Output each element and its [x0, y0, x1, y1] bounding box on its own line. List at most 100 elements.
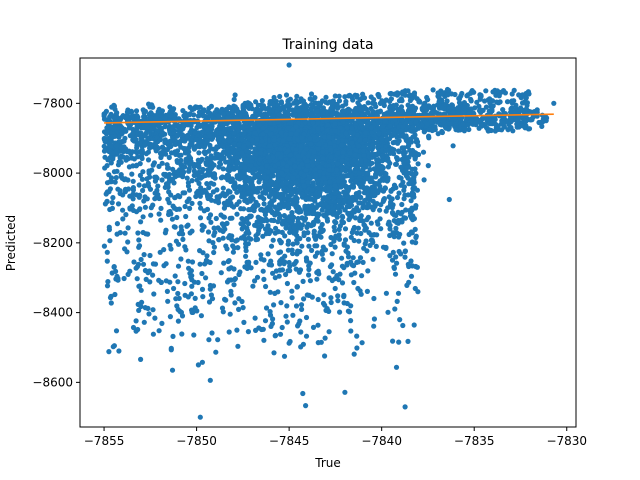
scatter-point: [145, 231, 151, 237]
scatter-point: [291, 224, 297, 231]
scatter-point: [253, 189, 259, 195]
scatter-point: [356, 200, 362, 206]
scatter-point: [402, 248, 408, 254]
scatter-point: [308, 196, 314, 202]
scatter-point: [335, 138, 341, 145]
scatter-point: [216, 164, 222, 170]
scatter-point: [275, 151, 281, 157]
scatter-point: [312, 198, 318, 204]
scatter-point: [130, 207, 136, 213]
scatter-point: [202, 151, 208, 157]
scatter-point: [186, 196, 192, 202]
scatter-point: [238, 206, 244, 212]
scatter-point: [301, 172, 307, 179]
scatter-point: [240, 174, 246, 181]
scatter-point: [362, 197, 368, 204]
scatter-point: [371, 295, 377, 302]
scatter-point: [267, 289, 273, 295]
scatter-point: [156, 211, 162, 217]
scatter-point: [130, 196, 136, 202]
scatter-point: [385, 155, 391, 161]
scatter-point: [123, 212, 129, 218]
scatter-point: [343, 98, 349, 105]
scatter-point: [246, 235, 252, 241]
scatter-point: [265, 154, 271, 160]
scatter-point: [355, 225, 361, 231]
scatter-point: [225, 198, 231, 204]
scatter-point: [113, 175, 119, 181]
scatter-point: [187, 205, 193, 211]
scatter-point: [199, 227, 205, 233]
scatter-point: [120, 192, 126, 198]
scatter-point: [152, 196, 158, 202]
scatter-point: [385, 164, 391, 170]
scatter-point: [387, 232, 393, 239]
scatter-point: [107, 155, 113, 161]
scatter-point: [284, 280, 290, 287]
scatter-point: [245, 141, 251, 147]
scatter-point: [320, 256, 326, 263]
scatter-point: [332, 244, 338, 250]
scatter-point: [229, 176, 235, 182]
scatter-point: [186, 153, 192, 159]
scatter-point: [420, 149, 427, 155]
scatter-point: [226, 159, 232, 165]
scatter-point: [171, 224, 177, 230]
scatter-point: [214, 152, 221, 158]
scatter-point: [332, 93, 338, 99]
scatter-point: [197, 200, 203, 206]
scatter-point: [338, 174, 344, 180]
scatter-point: [141, 198, 147, 204]
scatter-point: [445, 92, 451, 98]
scatter-point: [265, 251, 271, 257]
scatter-point: [141, 252, 147, 258]
scatter-point: [328, 241, 334, 248]
scatter-point: [409, 239, 415, 245]
scatter-point: [383, 97, 389, 103]
scatter-point: [295, 248, 301, 254]
scatter-point: [368, 237, 374, 243]
scatter-point: [277, 195, 283, 201]
scatter-point: [393, 254, 399, 260]
scatter-point: [319, 207, 325, 213]
scatter-point: [216, 237, 222, 243]
scatter-point: [318, 201, 324, 207]
scatter-point: [331, 195, 337, 201]
scatter-point: [349, 140, 355, 146]
scatter-point: [340, 149, 346, 155]
scatter-point: [388, 90, 394, 97]
scatter-point: [255, 236, 261, 242]
scatter-point: [350, 255, 356, 261]
scatter-point: [196, 169, 202, 175]
scatter-point: [120, 207, 126, 213]
scatter-point: [314, 155, 321, 161]
scatter-point: [412, 226, 418, 232]
scatter-point: [217, 160, 223, 166]
scatter-point: [309, 155, 315, 161]
scatter-point: [415, 161, 421, 167]
scatter-point: [468, 98, 474, 104]
scatter-point: [319, 221, 325, 228]
scatter-point: [166, 189, 172, 195]
scatter-point: [267, 208, 274, 214]
scatter-point: [218, 175, 224, 181]
scatter-point: [115, 201, 122, 207]
scatter-point: [106, 224, 112, 230]
scatter-point: [320, 244, 326, 250]
scatter-point: [159, 160, 165, 166]
scatter-point: [293, 180, 299, 186]
scatter-point: [331, 224, 337, 230]
scatter-point: [299, 161, 305, 167]
scatter-point: [252, 222, 258, 228]
scatter-point: [369, 160, 375, 166]
scatter-point: [350, 97, 356, 103]
scatter-point: [114, 168, 120, 174]
scatter-point: [221, 149, 227, 155]
scatter-point: [107, 206, 113, 213]
scatter-point: [395, 290, 402, 296]
scatter-point: [218, 142, 225, 149]
scatter-point: [271, 191, 277, 197]
scatter-point: [362, 137, 368, 143]
scatter-point: [304, 224, 310, 230]
